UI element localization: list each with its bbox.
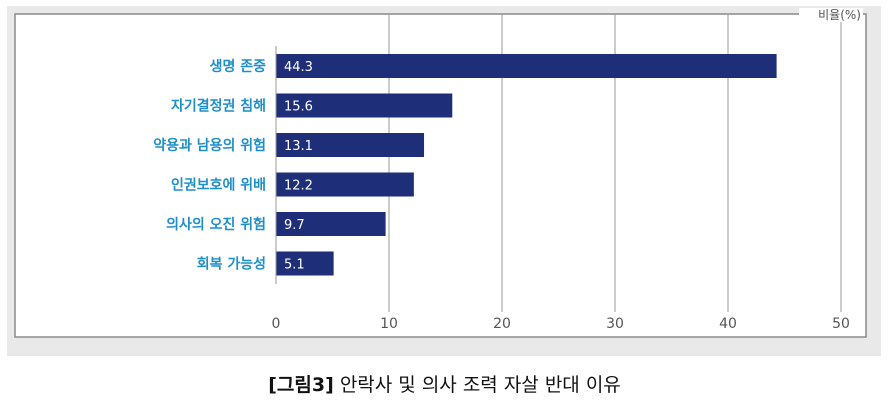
unit-label: 비율(%) bbox=[818, 8, 861, 22]
bar bbox=[276, 212, 386, 236]
caption-text: 안락사 및 의사 조력 자살 반대 이유 bbox=[333, 374, 621, 396]
x-tick-label: 30 bbox=[606, 316, 624, 332]
bar-value-label: 44.3 bbox=[284, 60, 313, 75]
x-tick-label: 10 bbox=[380, 316, 398, 332]
bar bbox=[276, 172, 414, 197]
category-label: 자기결정권 침해 bbox=[171, 98, 266, 115]
bar bbox=[276, 93, 453, 118]
bar-value-label: 9.7 bbox=[284, 218, 305, 233]
x-tick-label: 50 bbox=[832, 316, 850, 332]
bar bbox=[276, 251, 334, 276]
category-label: 의사의 오진 위험 bbox=[166, 216, 266, 233]
category-label: 회복 가능성 bbox=[197, 257, 266, 273]
category-label: 인권보호에 위배 bbox=[171, 177, 266, 194]
bar-value-label: 13.1 bbox=[284, 139, 313, 154]
caption-prefix: [그림3] bbox=[268, 374, 334, 396]
category-label: 생명 존중 bbox=[210, 58, 267, 75]
bar bbox=[276, 133, 425, 157]
chart-figure: 44.3 생명 존중 15.6 자기결정권 침해 13.1 약용과 남용의 위험 12.2 인… bbox=[7, 6, 881, 356]
bar-value-label: 12.2 bbox=[284, 179, 313, 194]
bar-value-label: 15.6 bbox=[284, 100, 313, 115]
bar-value-label: 5.1 bbox=[284, 258, 305, 273]
bar bbox=[276, 54, 777, 78]
category-label: 약용과 남용의 위험 bbox=[153, 137, 266, 154]
x-tick-label: 0 bbox=[272, 316, 281, 332]
figure-caption: [그림3] 안락사 및 의사 조력 자살 반대 이유 bbox=[0, 370, 889, 397]
bar-chart: 44.3 생명 존중 15.6 자기결정권 침해 13.1 약용과 남용의 위험 12.2 인… bbox=[14, 8, 867, 338]
unit-label-bg bbox=[799, 8, 863, 22]
x-tick-label: 20 bbox=[493, 316, 511, 332]
x-tick-label: 40 bbox=[719, 316, 737, 332]
